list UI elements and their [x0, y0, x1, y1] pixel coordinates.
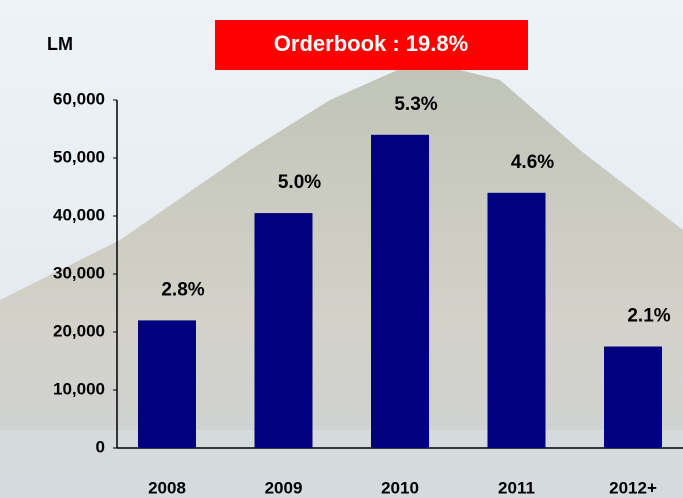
x-tick-label: 2011	[498, 478, 535, 497]
bar-annotation: 2.8%	[161, 279, 204, 300]
bar-annotation: 5.0%	[278, 172, 321, 193]
background-water	[0, 430, 683, 498]
x-tick-label: 2010	[381, 478, 419, 497]
y-tick-label: 30,000	[53, 263, 105, 282]
x-tick-label: 2008	[148, 478, 186, 497]
chart-title: Orderbook : 19.8%	[274, 31, 468, 56]
bar	[487, 192, 546, 448]
x-tick-label: 2012+	[609, 478, 657, 497]
bar-annotation: 4.6%	[511, 152, 554, 173]
bar	[371, 134, 429, 449]
y-tick-label: 50,000	[53, 147, 105, 166]
y-tick-label: 60,000	[53, 89, 105, 108]
bar	[138, 320, 196, 448]
title-box	[215, 20, 528, 70]
y-tick-label: 10,000	[53, 379, 105, 398]
y-axis-label: LM	[47, 34, 73, 54]
bar-annotation: 2.1%	[627, 306, 670, 327]
y-tick-label: 20,000	[53, 321, 105, 340]
x-tick-label: 2009	[265, 478, 303, 497]
y-tick-label: 40,000	[53, 205, 105, 224]
bar	[254, 213, 313, 448]
y-tick-label: 0	[96, 437, 105, 456]
bar	[604, 346, 662, 448]
bar-annotation: 5.3%	[394, 94, 437, 115]
